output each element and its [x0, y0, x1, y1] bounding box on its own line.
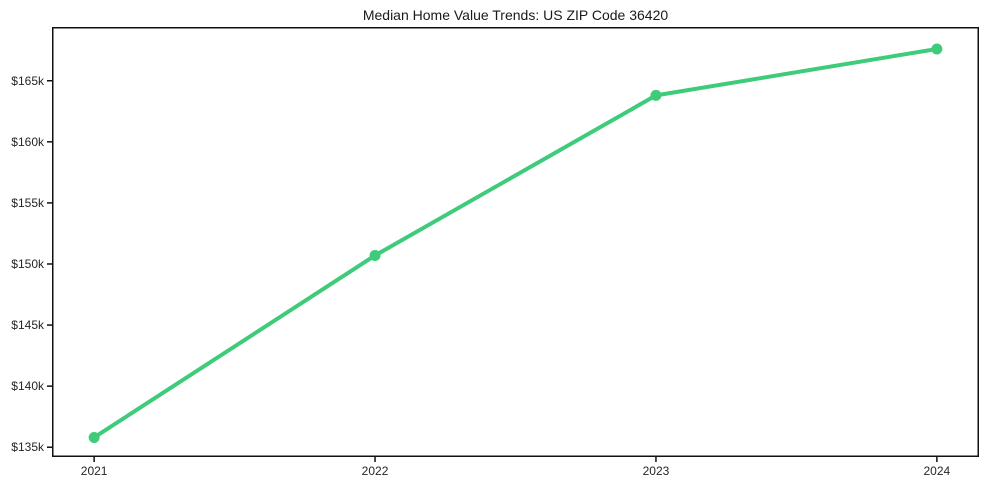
- plot-area: [47, 27, 979, 462]
- chart-title: Median Home Value Trends: US ZIP Code 36…: [362, 7, 669, 23]
- x-tick-label: 2021: [80, 464, 108, 478]
- data-point-2024: [931, 43, 943, 55]
- y-tick-label: $145k: [11, 318, 44, 333]
- trend-line: [92, 46, 939, 440]
- data-point-2023: [650, 89, 662, 101]
- x-tick-label: 2023: [642, 464, 670, 478]
- y-tick-label: $160k: [11, 134, 44, 149]
- plot-spines: [52, 27, 979, 457]
- x-tick-label: 2024: [923, 464, 951, 478]
- y-tick-label: $135k: [11, 440, 44, 455]
- y-tick-label: $150k: [11, 256, 44, 271]
- data-point-2021: [88, 431, 100, 443]
- data-point-2022: [369, 249, 381, 261]
- y-tick-label: $140k: [11, 379, 44, 394]
- x-tick-label: 2022: [361, 464, 389, 478]
- y-tick-label: $165k: [11, 73, 44, 88]
- y-tick-label: $155k: [11, 195, 44, 210]
